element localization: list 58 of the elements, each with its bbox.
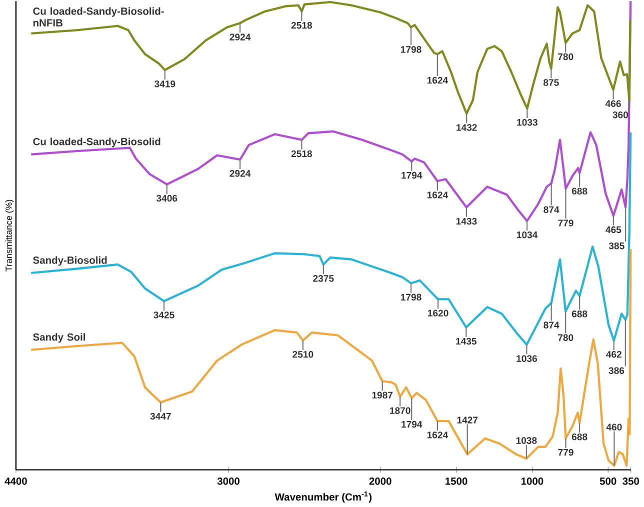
annotation: 1798 xyxy=(400,46,422,53)
annotation: 1624 xyxy=(427,431,448,438)
annotation: 3447 xyxy=(150,412,171,420)
annotation: 2510 xyxy=(292,350,314,358)
annotation: 688 xyxy=(572,310,588,318)
annotation: 874 xyxy=(544,322,560,328)
x-tick-label: 350 xyxy=(622,477,640,485)
annotation: 779 xyxy=(558,220,574,226)
x-axis-title: Wavenumber (Cm$^{-1}$) xyxy=(274,491,372,503)
annotation: 2924 xyxy=(230,170,251,177)
annotation: 1624 xyxy=(427,192,448,198)
annotation: 3425 xyxy=(154,312,174,318)
annotation: 2518 xyxy=(291,22,312,29)
annotation: 1794 xyxy=(402,420,422,428)
annotation: 2924 xyxy=(230,34,251,40)
annotation: 2518 xyxy=(291,150,312,158)
annotation: 875 xyxy=(543,79,559,86)
annotation: 466 xyxy=(605,100,621,107)
annotation: 1427 xyxy=(457,416,478,424)
x-tick-label: 1000 xyxy=(521,477,544,485)
annotation: 1624 xyxy=(427,76,448,84)
annotation: 1620 xyxy=(428,310,448,316)
annotation: 2375 xyxy=(313,274,334,282)
annotation: 1033 xyxy=(517,118,538,126)
x-tick-label: 2000 xyxy=(369,477,392,485)
annotation: 460 xyxy=(606,424,622,430)
annotation: 1432 xyxy=(456,124,477,131)
annotation: 1798 xyxy=(400,294,422,300)
annotation: 1034 xyxy=(516,231,538,238)
annotation: 1987 xyxy=(372,392,393,398)
annotation: 3419 xyxy=(154,80,176,88)
annotation: 385 xyxy=(608,242,624,250)
annotation: 1038 xyxy=(516,437,537,444)
annotation: 688 xyxy=(572,188,588,194)
y-axis-title: Transmittance (%) xyxy=(5,200,14,272)
annotation: 1036 xyxy=(516,355,538,362)
x-tick-label: 4400 xyxy=(4,477,27,485)
annotation: 3406 xyxy=(156,194,178,202)
annotation: 1435 xyxy=(456,338,477,345)
annotation: 1870 xyxy=(390,407,410,414)
x-tick-label: 500 xyxy=(600,477,616,485)
series-label: Cu loaded-Sandy-Biosolid xyxy=(33,138,160,148)
annotation: 462 xyxy=(606,350,622,358)
annotation: 360 xyxy=(612,111,628,118)
series-label: Cu loaded-Sandy-Biosolid-nNFIB xyxy=(33,7,164,26)
x-tick-label: 3000 xyxy=(217,477,240,485)
annotation: 386 xyxy=(608,367,624,374)
annotation: 874 xyxy=(544,206,560,213)
annotation: 465 xyxy=(606,226,622,233)
annotation: 779 xyxy=(558,448,574,456)
series-label: Sandy Soil xyxy=(33,333,86,343)
x-tick-label: 1500 xyxy=(446,477,468,485)
annotation: 780 xyxy=(558,53,574,60)
series-label: Sandy-Biosolid xyxy=(33,256,107,266)
annotation: 1794 xyxy=(402,172,422,179)
annotation: 780 xyxy=(558,334,574,341)
annotation: 688 xyxy=(572,433,588,440)
annotation: 1433 xyxy=(456,218,477,225)
